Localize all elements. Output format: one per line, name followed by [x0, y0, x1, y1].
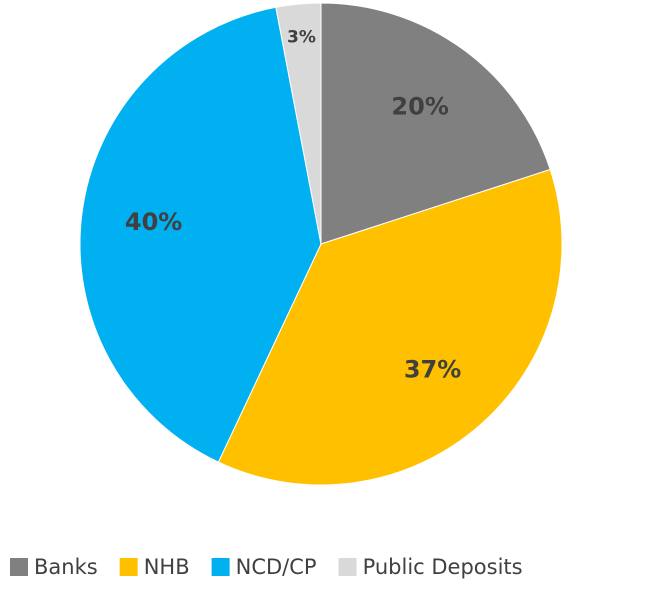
data-label: 3%: [287, 28, 316, 48]
legend-label: NHB: [144, 555, 190, 579]
legend-swatch: [10, 558, 28, 576]
data-label: 37%: [404, 356, 461, 384]
legend-swatch: [338, 558, 357, 576]
legend-label: NCD/CP: [236, 555, 317, 579]
pie-slice: [275, 2, 322, 245]
pie-slice: [79, 6, 322, 463]
pie-slice: [217, 168, 563, 486]
legend-swatch: [211, 558, 230, 576]
data-label: 40%: [125, 208, 182, 236]
legend-label: Banks: [34, 555, 98, 579]
data-label: 20%: [391, 93, 448, 121]
pie-slice: [320, 2, 551, 245]
legend-label: Public Deposits: [363, 555, 523, 579]
legend-swatch: [119, 558, 138, 576]
